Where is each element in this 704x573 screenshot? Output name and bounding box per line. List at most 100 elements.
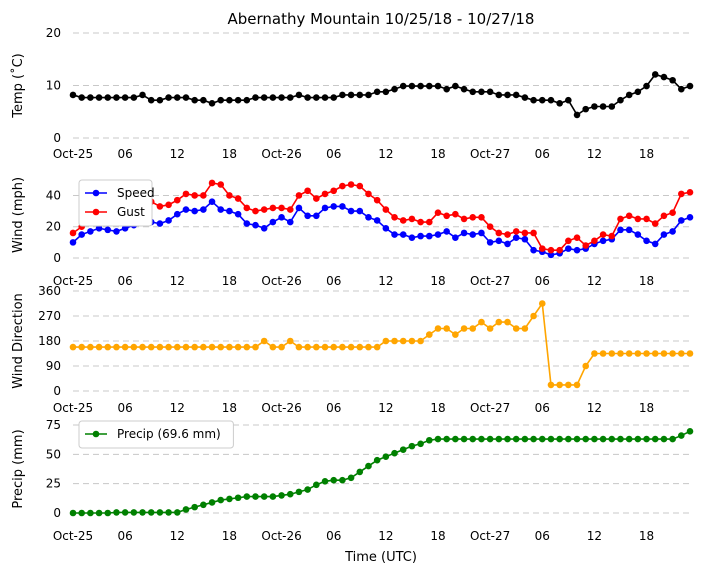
data-point	[330, 343, 338, 351]
data-point	[347, 91, 355, 99]
data-point	[313, 195, 320, 202]
data-point	[504, 318, 511, 326]
data-point	[678, 190, 685, 198]
data-point	[521, 435, 529, 443]
data-point	[660, 212, 668, 220]
data-point	[660, 231, 668, 238]
data-point	[391, 449, 398, 457]
data-point	[156, 96, 164, 104]
data-point	[286, 218, 294, 226]
data-point	[573, 381, 581, 389]
data-point	[582, 242, 590, 249]
legend-swatch-marker	[92, 208, 100, 216]
data-point	[286, 94, 294, 101]
data-point	[617, 435, 624, 443]
data-point	[443, 325, 450, 332]
data-point	[443, 85, 450, 93]
data-point	[295, 343, 303, 351]
x-axis-label: Time (UTC)	[344, 550, 417, 565]
data-point	[460, 325, 468, 332]
data-point	[373, 456, 381, 464]
data-point	[217, 206, 225, 213]
data-point	[87, 94, 94, 101]
data-point	[434, 231, 442, 238]
y-tick-label: 25	[46, 477, 61, 491]
data-point	[200, 96, 207, 104]
data-point	[634, 435, 642, 443]
data-point	[643, 215, 650, 223]
x-tick-label: 06	[118, 147, 133, 161]
panel-2: 0 90 180 270 360 Oct-25 06 12 18 Oct-26 06 12 18 Oct-…	[11, 284, 694, 415]
chart-title: Abernathy Mountain 10/25/18 - 10/27/18	[228, 10, 535, 28]
data-point	[617, 350, 624, 357]
data-point	[643, 82, 650, 90]
data-point	[78, 231, 85, 238]
data-point	[478, 214, 485, 221]
data-point	[200, 206, 207, 213]
x-tick-label: 06	[326, 274, 341, 288]
data-point	[156, 220, 164, 227]
data-point	[686, 189, 694, 196]
data-point	[330, 476, 338, 484]
data-point	[591, 435, 598, 443]
data-point	[356, 343, 364, 351]
data-point	[686, 350, 694, 357]
x-tick-label: 12	[378, 529, 393, 543]
data-point	[599, 103, 607, 110]
legend-swatch-marker	[92, 430, 100, 438]
data-point	[599, 350, 607, 357]
x-tick-label: Oct-27	[470, 401, 510, 415]
data-point	[660, 435, 668, 443]
data-point	[365, 190, 372, 198]
x-tick-label: Oct-25	[53, 274, 93, 288]
data-point	[669, 435, 676, 443]
data-point	[565, 381, 572, 389]
data-point	[582, 435, 590, 443]
data-point	[678, 85, 685, 93]
data-point	[547, 96, 555, 104]
data-point	[95, 94, 103, 101]
data-point	[373, 343, 381, 351]
x-tick-label: 18	[222, 147, 237, 161]
data-point	[321, 204, 329, 212]
data-point	[347, 207, 355, 215]
data-point	[304, 486, 311, 493]
data-point	[382, 206, 390, 213]
data-point	[373, 88, 381, 96]
y-tick-label: 0	[53, 384, 61, 398]
data-point	[669, 228, 676, 235]
data-point	[182, 94, 190, 101]
data-point	[339, 182, 346, 190]
data-point	[139, 343, 146, 351]
data-point	[269, 94, 277, 101]
data-point	[87, 228, 94, 235]
data-point	[182, 206, 190, 213]
data-point	[243, 343, 251, 351]
data-point	[443, 228, 450, 235]
data-point	[556, 435, 563, 443]
data-point	[104, 343, 112, 351]
data-point	[678, 350, 685, 357]
data-point	[634, 231, 642, 238]
data-point	[399, 82, 407, 90]
data-point	[486, 435, 494, 443]
data-point	[121, 94, 129, 101]
data-point	[495, 229, 503, 237]
data-point	[460, 85, 468, 93]
data-point	[243, 96, 251, 104]
data-point	[313, 343, 320, 351]
data-point	[95, 343, 103, 351]
data-point	[321, 343, 329, 351]
y-tick-label: 75	[46, 418, 61, 432]
data-point	[313, 212, 320, 220]
data-point	[95, 224, 103, 232]
data-point	[452, 82, 459, 90]
data-point	[173, 210, 181, 218]
data-point	[208, 100, 216, 107]
data-point	[408, 337, 416, 345]
data-point	[330, 94, 338, 101]
data-point	[408, 234, 416, 241]
x-tick-label: 18	[222, 401, 237, 415]
legend-entry: Gust	[117, 205, 145, 219]
